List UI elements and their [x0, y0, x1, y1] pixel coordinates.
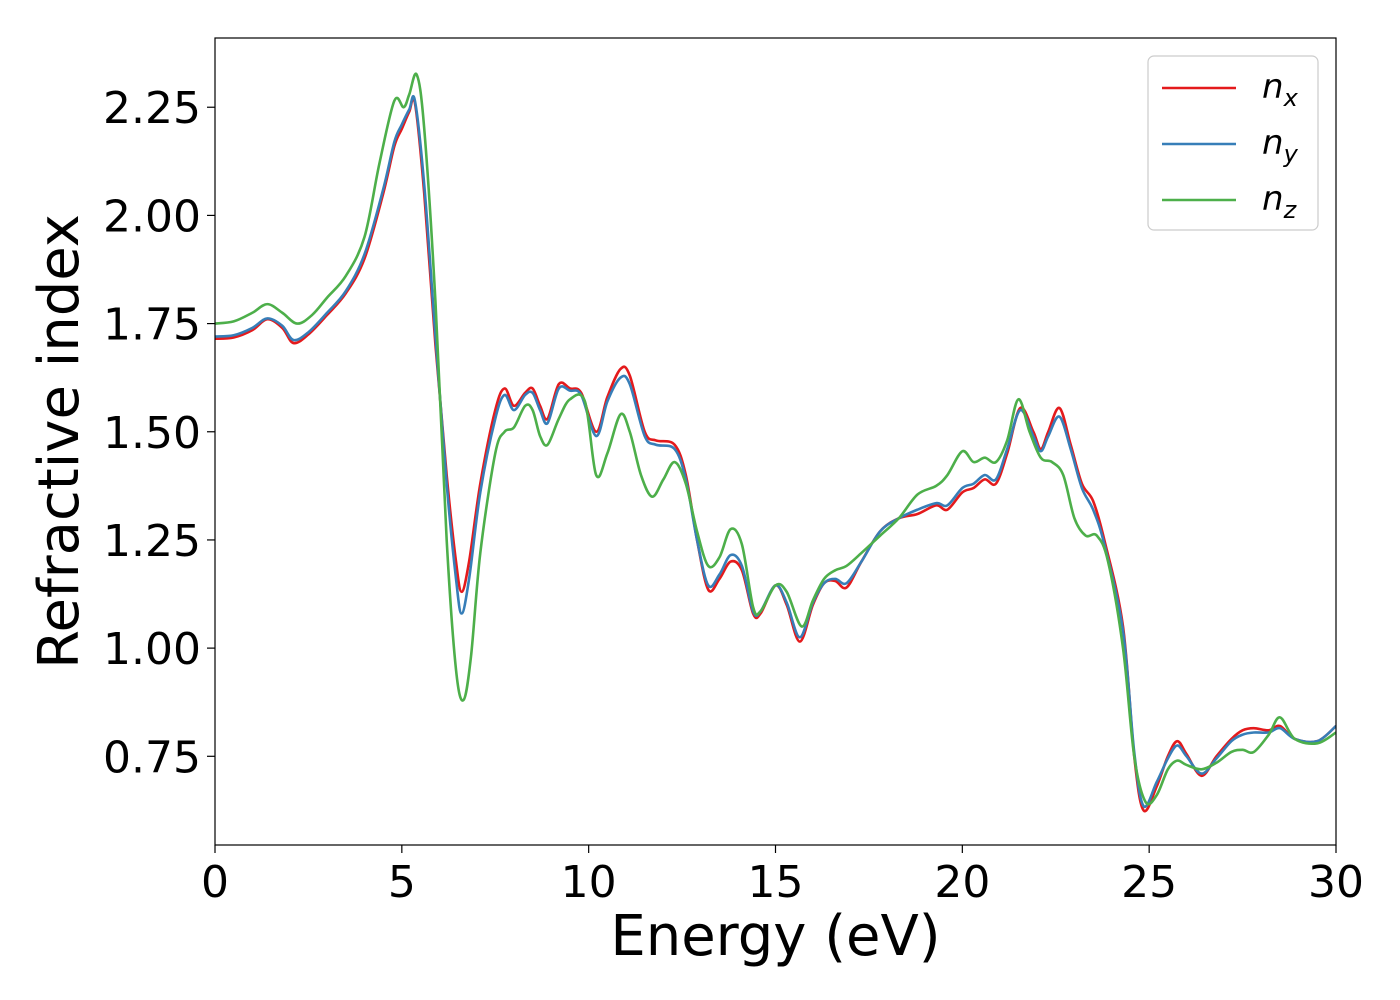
- x-tick-label: 5: [388, 857, 416, 908]
- x-tick-label: 30: [1308, 857, 1364, 908]
- x-tick-label: 10: [561, 857, 617, 908]
- series-line-nz: [215, 72, 1336, 806]
- y-tick-label: 2.00: [103, 191, 201, 242]
- x-tick-label: 15: [748, 857, 804, 908]
- y-tick-label: 1.75: [103, 300, 201, 351]
- y-tick-label: 1.00: [103, 624, 201, 675]
- legend-subscript: y: [1283, 140, 1299, 168]
- x-tick-label: 20: [934, 857, 990, 908]
- y-tick-label: 1.50: [103, 408, 201, 459]
- x-tick-label: 25: [1121, 857, 1177, 908]
- y-tick-label: 1.25: [103, 516, 201, 567]
- x-tick-label: 0: [201, 857, 229, 908]
- y-tick-label: 0.75: [103, 732, 201, 783]
- ticks-layer: 0 5 10 15 20 25 30 0.75 1.00 1.25 1.50 1.75 2.00 2.25: [103, 83, 1364, 908]
- series-layer: [215, 72, 1336, 813]
- y-axis-label: Refractive index: [27, 214, 92, 669]
- x-axis-label: Energy (eV): [610, 904, 940, 969]
- legend-subscript: x: [1283, 84, 1299, 112]
- legend-subscript: z: [1283, 196, 1298, 224]
- y-tick-label: 2.25: [103, 83, 201, 134]
